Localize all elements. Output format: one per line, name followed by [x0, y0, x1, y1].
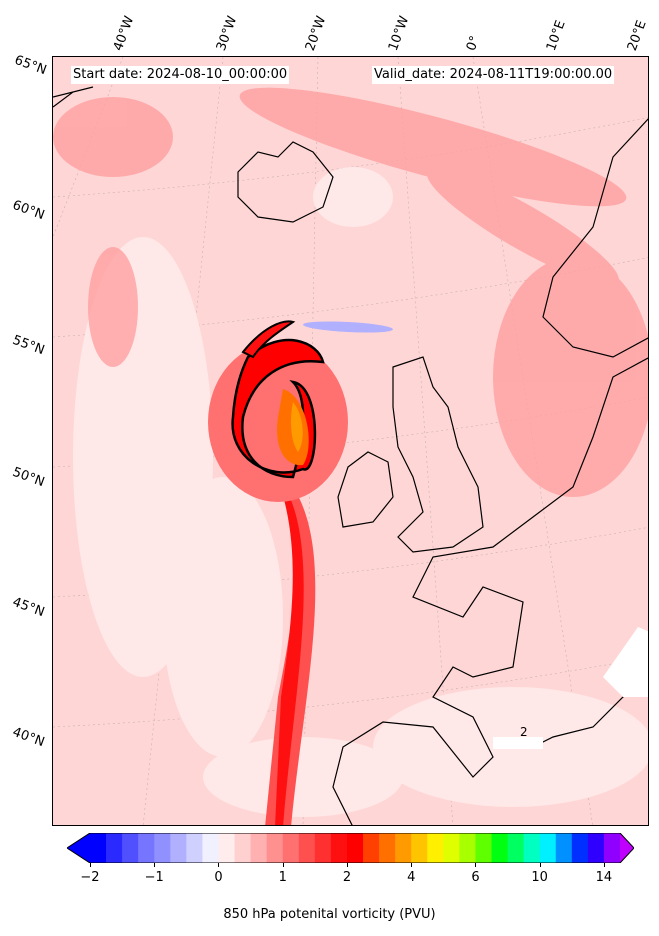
colorbar-tick-label: 4	[407, 870, 416, 885]
colorbar-segment	[330, 833, 348, 863]
great-britain	[392, 356, 484, 553]
colorbar-tick-mark	[603, 863, 605, 867]
colorbar-over-triangle	[620, 833, 634, 863]
missing-data-patches	[493, 627, 648, 749]
colorbar-segment	[571, 833, 589, 863]
colorbar-segment	[202, 833, 219, 863]
colorbar-segment	[298, 833, 316, 863]
colorbar-segment	[138, 833, 155, 863]
colorbar-segment	[459, 833, 476, 863]
colorbar-segment	[411, 833, 428, 863]
colorbar-tick-mark	[475, 863, 477, 867]
colorbar-segment	[443, 833, 460, 863]
colorbar-tick-label: −1	[144, 870, 164, 885]
pv-field	[53, 57, 648, 825]
colorbar-segment	[555, 833, 573, 863]
colorbar	[67, 833, 634, 863]
colorbar-segment	[603, 833, 621, 863]
colorbar-tick-mark	[218, 863, 220, 867]
greenland	[53, 86, 94, 108]
lon-label: 20°E	[624, 18, 650, 53]
norway	[542, 118, 648, 358]
start-date: Start date: 2024-08-10_00:00:00	[71, 66, 290, 84]
colorbar-segment	[363, 833, 380, 863]
colorbar-segment	[154, 833, 171, 863]
pv-map: 2	[52, 56, 649, 826]
colorbar-segment	[234, 833, 252, 863]
colorbar-segment	[106, 833, 123, 863]
colorbar-tick-mark	[539, 863, 541, 867]
colorbar-segment	[395, 833, 412, 863]
colorbar-tick-mark	[346, 863, 348, 867]
colorbar-tick-mark	[282, 863, 284, 867]
lat-label: 60°N	[10, 197, 47, 224]
lat-label: 50°N	[10, 464, 47, 491]
colorbar-segment	[346, 833, 364, 863]
lon-label: 30°W	[213, 14, 241, 53]
ireland	[337, 451, 394, 528]
colorbar-tick-label: 10	[531, 870, 548, 885]
valid-date: Valid_date: 2024-08-11T19:00:00.00	[372, 66, 615, 84]
colorbar-segment	[282, 833, 300, 863]
colorbar-segment	[314, 833, 332, 863]
lon-label: 0°	[463, 33, 484, 53]
colorbar-segment	[539, 833, 557, 863]
lon-label: 40°W	[110, 14, 138, 53]
colorbar-tick-label: −2	[80, 870, 100, 885]
colorbar-segment	[427, 833, 444, 863]
colorbar-tick-label: 6	[471, 870, 480, 885]
colorbar-segment	[491, 833, 509, 863]
lat-label: 55°N	[10, 332, 47, 359]
colorbar-segment	[250, 833, 268, 863]
colorbar-tick-mark	[154, 863, 156, 867]
lat-label: 40°N	[10, 724, 47, 751]
colorbar-tick-mark	[90, 863, 91, 867]
colorbar-segment	[218, 833, 236, 863]
colorbar-tick-label: 2	[342, 870, 352, 885]
lon-label: 10°E	[543, 18, 569, 53]
colorbar-under-triangle	[67, 833, 90, 863]
colorbar-segment	[170, 833, 187, 863]
pv-streamer-core	[273, 467, 304, 825]
lon-label: 10°W	[385, 14, 413, 53]
colorbar-segment	[266, 833, 284, 863]
moderate-pv-bands	[53, 87, 648, 497]
colorbar-segment	[186, 833, 203, 863]
iceland	[237, 141, 334, 223]
colorbar-segment	[379, 833, 396, 863]
continental-coast	[332, 357, 648, 825]
colorbar-tick-label: 14	[595, 870, 613, 885]
lat-label: 65°N	[12, 52, 49, 79]
colorbar-label: 850 hPa potenital vorticity (PVU)	[223, 907, 436, 922]
colorbar-segment	[122, 833, 139, 863]
colorbar-segment	[475, 833, 493, 863]
colorbar-segment	[523, 833, 541, 863]
colorbar-segment	[90, 833, 107, 863]
contour-label: 2	[520, 725, 528, 739]
lon-label: 20°W	[302, 14, 330, 53]
colorbar-tick-mark	[411, 863, 413, 867]
colorbar-tick-label: 1	[278, 870, 287, 885]
colorbar-segment	[587, 833, 605, 863]
cyclone	[208, 320, 393, 502]
colorbar-segment	[507, 833, 525, 863]
lat-label: 45°N	[10, 594, 47, 621]
colorbar-tick-label: 0	[214, 870, 223, 885]
